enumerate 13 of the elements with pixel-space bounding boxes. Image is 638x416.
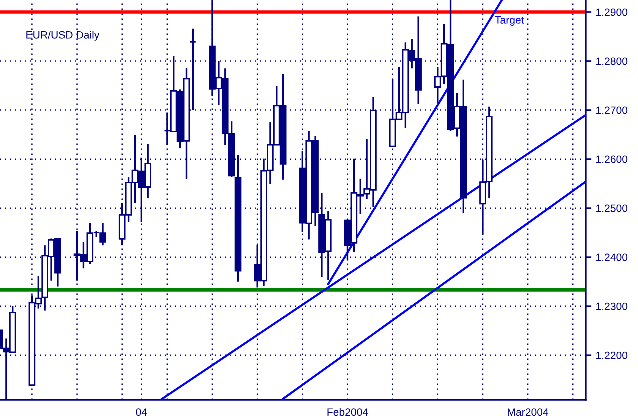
x-tick-label: Mar2004 (508, 408, 549, 416)
y-tick-label: 1.2300 (596, 302, 628, 310)
y-tick-label: 1.2500 (596, 204, 628, 212)
y-tick-label: 1.2700 (596, 106, 628, 114)
y-tick-label: 1.2900 (596, 8, 628, 16)
x-tick-label: 04 (136, 408, 148, 416)
y-tick-label: 1.2600 (596, 156, 628, 164)
x-tick-label: Feb2004 (328, 408, 368, 416)
text: EUR/USD Daily (26, 31, 100, 41)
y-tick-label: 1.2200 (596, 352, 628, 360)
y-tick-label: 1.2800 (596, 58, 628, 66)
y-tick-label: 1.2400 (596, 254, 628, 262)
annotation: Target (495, 16, 524, 26)
